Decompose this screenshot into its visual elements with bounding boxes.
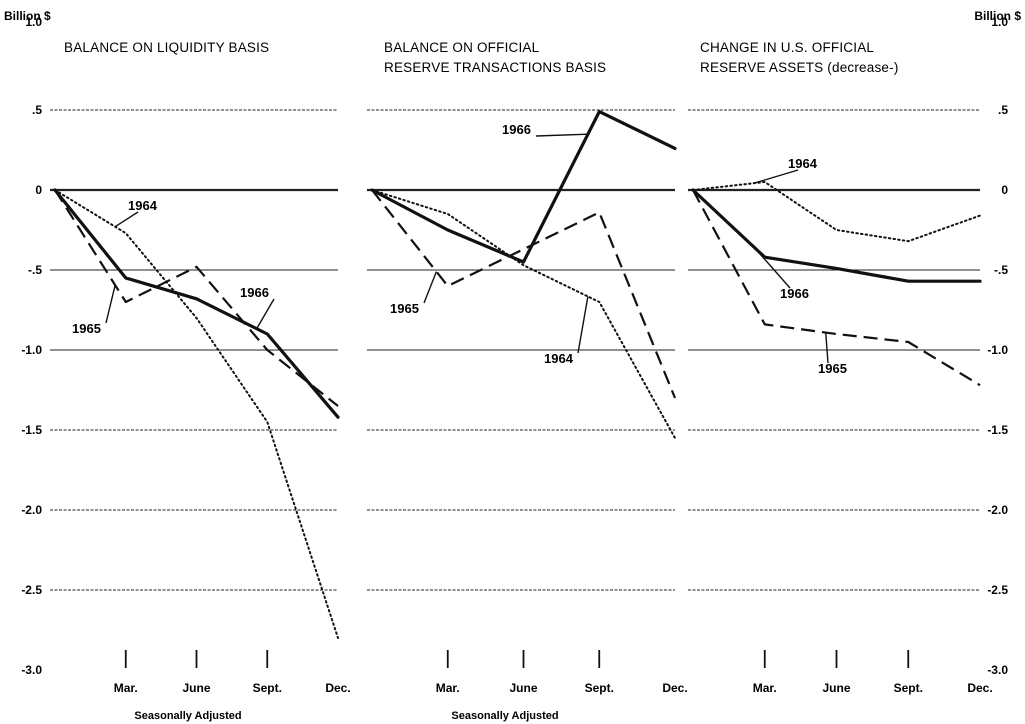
y-tick-left: 0 (35, 183, 42, 197)
annotation-pointer (257, 299, 274, 329)
footnote: Seasonally Adjusted (451, 710, 558, 722)
y-tick-left: -2.0 (21, 503, 42, 517)
y-tick-left: -3.0 (21, 663, 42, 677)
x-tick-label: Mar. (753, 681, 777, 695)
panel-3: CHANGE IN U.S. OFFICIAL RESERVE ASSETS (d… (688, 40, 993, 695)
panel-title: RESERVE TRANSACTIONS BASIS (384, 60, 606, 75)
y-tick-right: 0 (1001, 183, 1008, 197)
x-tick-label: Dec. (662, 681, 687, 695)
y-tick-right: 1.0 (991, 15, 1008, 29)
y-tick-right: -1.5 (987, 423, 1008, 437)
panel-1: BALANCE ON LIQUIDITY BASIS Mar. June Sept. D… (50, 40, 351, 722)
annotation-pointer (826, 333, 828, 363)
annotation-pointer (578, 296, 588, 353)
x-tick-label: Dec. (967, 681, 992, 695)
annotation-pointer (754, 247, 790, 288)
y-tick-right: .5 (998, 103, 1008, 117)
y-tick-left: 1.0 (25, 15, 42, 29)
x-tick-label: June (182, 681, 210, 695)
series-label-1965: 1965 (818, 361, 847, 376)
series-line-1966 (693, 190, 980, 281)
y-tick-right: -2.5 (987, 583, 1008, 597)
series-line-1965 (693, 190, 980, 385)
series-label-1964: 1964 (788, 156, 818, 171)
x-tick-label: Sept. (894, 681, 923, 695)
x-tick-label: Sept. (585, 681, 614, 695)
series-label-1965: 1965 (72, 321, 101, 336)
panel-title: BALANCE ON OFFICIAL (384, 40, 540, 55)
y-tick-right: -1.0 (987, 343, 1008, 357)
x-tick-label: Sept. (253, 681, 282, 695)
series-label-1964: 1964 (128, 198, 158, 213)
panel-title: CHANGE IN U.S. OFFICIAL (700, 40, 874, 55)
annotation-pointer (754, 170, 798, 183)
y-tick-right: -.5 (994, 263, 1008, 277)
x-tick-label: June (822, 681, 850, 695)
y-tick-right: -2.0 (987, 503, 1008, 517)
annotation-pointer (424, 272, 436, 303)
series-label-1965: 1965 (390, 301, 419, 316)
series-line-1966 (55, 190, 338, 417)
y-tick-left: -1.0 (21, 343, 42, 357)
series-line-1965 (372, 190, 675, 398)
series-label-1966: 1966 (780, 286, 809, 301)
y-tick-left: -1.5 (21, 423, 42, 437)
y-tick-right: -3.0 (987, 663, 1008, 677)
y-tick-left: .5 (32, 103, 42, 117)
annotation-pointer (536, 134, 588, 136)
y-tick-left: -2.5 (21, 583, 42, 597)
x-tick-label: Dec. (325, 681, 350, 695)
annotation-pointer (106, 285, 115, 323)
annotation-pointer (115, 212, 138, 227)
x-tick-label: Mar. (114, 681, 138, 695)
panel-title: BALANCE ON LIQUIDITY BASIS (64, 40, 269, 55)
x-tick-label: June (509, 681, 537, 695)
series-label-1966: 1966 (240, 285, 269, 300)
y-tick-left: -.5 (28, 263, 42, 277)
panel-2: BALANCE ON OFFICIAL RESERVE TRANSACTIONS … (367, 40, 688, 722)
footnote: Seasonally Adjusted (134, 710, 241, 722)
series-label-1964: 1964 (544, 351, 574, 366)
panel-title: RESERVE ASSETS (decrease-) (700, 60, 899, 75)
series-line-1964 (55, 190, 338, 638)
series-label-1966: 1966 (502, 122, 531, 137)
x-tick-label: Mar. (436, 681, 460, 695)
